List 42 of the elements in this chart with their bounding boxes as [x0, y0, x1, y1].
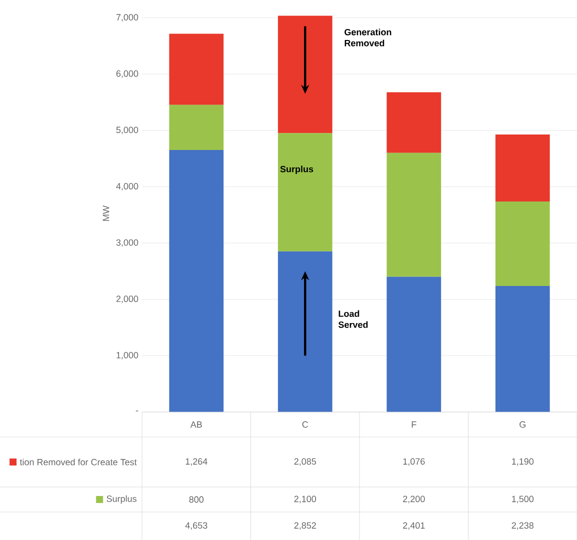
data-label: 2,100: [294, 496, 316, 504]
y-tick-label: 7,000: [116, 14, 138, 22]
y-tick-label: 2,000: [116, 296, 138, 304]
x-tick-label: G: [520, 421, 526, 428]
bar: [278, 133, 332, 252]
data-label: 1,500: [512, 496, 534, 504]
data-label: 1,264: [186, 458, 208, 466]
bar: [278, 251, 332, 412]
bar: [169, 104, 224, 150]
bar: [169, 150, 224, 412]
x-tick-label: AB: [190, 421, 202, 428]
x-tick-label: F: [412, 421, 416, 428]
bar: [495, 134, 550, 202]
data-label: 2,852: [294, 522, 316, 530]
x-tick-label: C: [302, 421, 308, 428]
y-tick-label: -: [136, 410, 138, 412]
bar: [386, 152, 442, 277]
y-tick-label: 3,000: [116, 239, 138, 247]
legend-label: Surplus: [106, 495, 136, 504]
data-label: 2,238: [512, 522, 534, 530]
data-label: 2,200: [403, 496, 425, 504]
annotation: Surplus: [280, 166, 314, 174]
y-tick-label: 1,000: [116, 352, 138, 360]
data-label: 2,085: [294, 458, 316, 466]
y-tick-label: 6,000: [116, 70, 138, 78]
bar: [386, 92, 442, 153]
y-axis-title: MW: [102, 206, 110, 221]
bar: [495, 201, 550, 286]
legend-label: tion Removed for Create Test: [20, 458, 137, 466]
annotation: Load Served: [338, 310, 368, 328]
data-label: 800: [189, 496, 204, 503]
y-tick-label: 5,000: [116, 126, 138, 134]
annotation: Generation Removed: [344, 28, 392, 46]
bar: [386, 276, 442, 412]
data-label: 2,401: [403, 522, 425, 530]
data-label: 1,076: [403, 458, 425, 466]
y-tick-label: 4,000: [116, 183, 138, 190]
bar: [495, 286, 550, 412]
data-label: 4,653: [185, 522, 208, 530]
bar: [169, 34, 224, 105]
bar: [278, 16, 332, 134]
data-label: 1,190: [512, 458, 534, 466]
